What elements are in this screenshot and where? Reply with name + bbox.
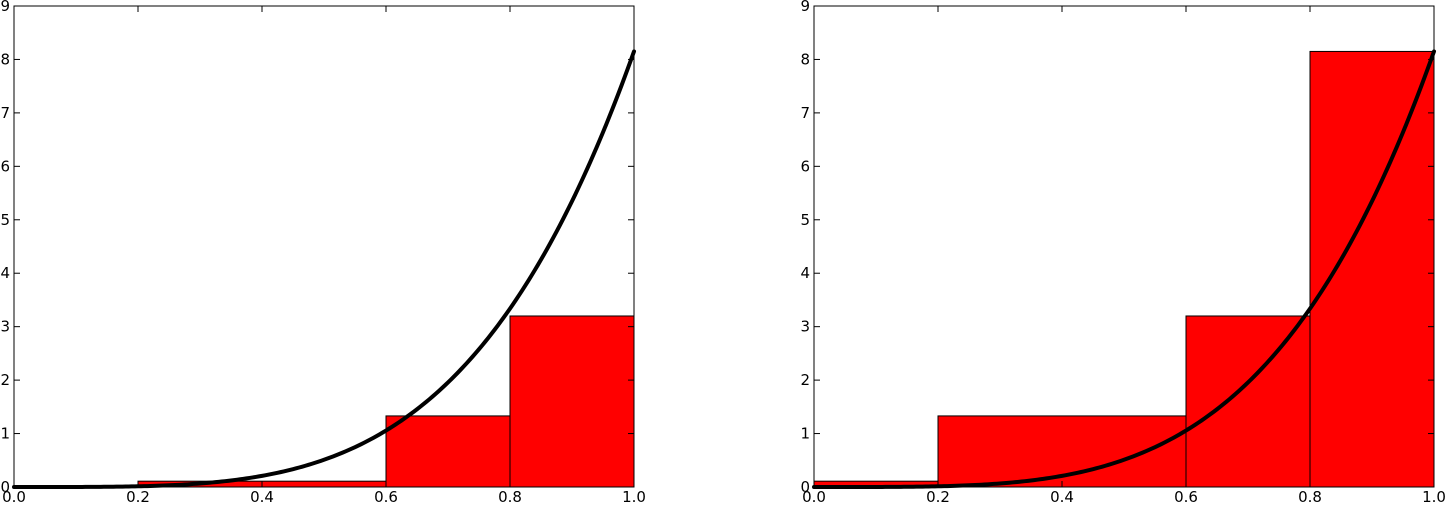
y-tick-label: 1 [0, 425, 10, 443]
axes-frame [13, 5, 635, 488]
y-tick-label: 9 [800, 0, 810, 15]
x-tick-label: 1.0 [1422, 488, 1446, 505]
x-tick-label: 0.2 [926, 488, 950, 505]
x-tick-label: 0.0 [802, 488, 826, 505]
y-tick-label: 1 [800, 425, 810, 443]
bar-4 [509, 315, 635, 488]
y-tick-label: 0 [800, 478, 810, 496]
x-tick-label: 0.4 [1050, 488, 1074, 505]
bar-3 [385, 415, 511, 488]
y-tick-label: 7 [0, 104, 10, 122]
y-tick-label: 6 [0, 157, 10, 175]
x-tick-label: 0.6 [1174, 488, 1198, 505]
chart-panel-2: 0.0 0.2 0.4 0.6 0.8 1.0 0 1 2 3 4 5 6 7 8 9 [800, 0, 1445, 505]
y-tick-label: 0 [0, 478, 10, 496]
y-tick-label: 7 [800, 104, 810, 122]
chart-panel-1: 0.0 0.2 0.4 0.6 0.8 1.0 0 1 2 3 4 5 6 7 8 9 [0, 0, 645, 505]
y-tick-label: 8 [800, 50, 810, 68]
x-tick-label: 0.0 [2, 488, 26, 505]
y-tick-label: 2 [0, 371, 10, 389]
x-tick-label: 0.2 [126, 488, 150, 505]
y-tick-label: 5 [800, 211, 810, 229]
x-tick-label: 0.8 [498, 488, 522, 505]
bar-3 [1185, 315, 1311, 488]
y-tick-label: 9 [0, 0, 10, 15]
x-tick-label: 0.4 [250, 488, 274, 505]
y-tick-label: 8 [0, 50, 10, 68]
y-tick-label: 2 [800, 371, 810, 389]
y-tick-label: 4 [0, 264, 10, 282]
x-tick-label: 0.8 [1298, 488, 1322, 505]
y-tick-label: 3 [800, 318, 810, 336]
y-tick-label: 3 [0, 318, 10, 336]
y-tick-label: 5 [0, 211, 10, 229]
y-tick-label: 4 [800, 264, 810, 282]
x-tick-label: 1.0 [622, 488, 646, 505]
bar-4 [1309, 50, 1435, 488]
y-tick-label: 6 [800, 157, 810, 175]
axes-frame [813, 5, 1435, 488]
x-tick-label: 0.6 [374, 488, 398, 505]
